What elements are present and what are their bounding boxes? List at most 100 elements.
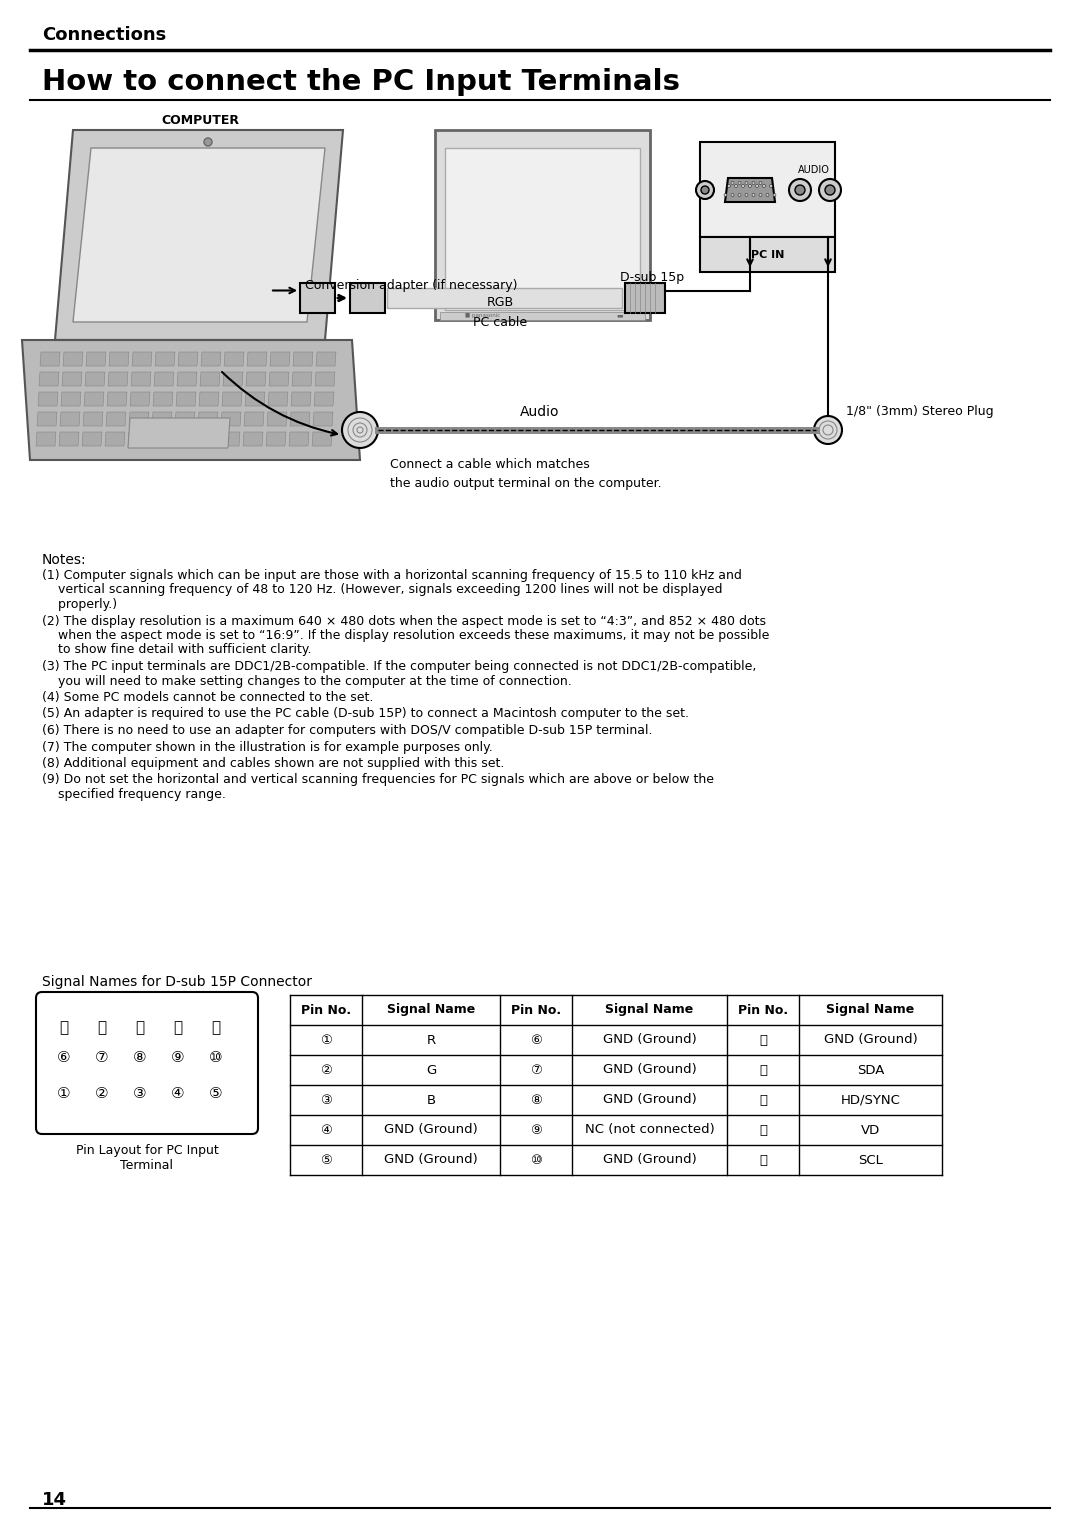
Text: GND (Ground): GND (Ground) [603, 1094, 697, 1106]
Polygon shape [222, 393, 242, 406]
Text: you will need to make setting changes to the computer at the time of connection.: you will need to make setting changes to… [42, 674, 571, 688]
Text: How to connect the PC Input Terminals: How to connect the PC Input Terminals [42, 69, 680, 96]
Text: when the aspect mode is set to “16:9”. If the display resolution exceeds these m: when the aspect mode is set to “16:9”. I… [42, 630, 769, 642]
Text: (8) Additional equipment and cables shown are not supplied with this set.: (8) Additional equipment and cables show… [42, 756, 504, 770]
Text: Pin Layout for PC Input
Terminal: Pin Layout for PC Input Terminal [76, 1144, 218, 1172]
Polygon shape [151, 432, 171, 446]
Text: (4) Some PC models cannot be connected to the set.: (4) Some PC models cannot be connected t… [42, 691, 374, 704]
Circle shape [696, 180, 714, 199]
Polygon shape [244, 413, 264, 426]
Text: B: B [427, 1094, 435, 1106]
Polygon shape [266, 432, 286, 446]
Polygon shape [152, 413, 172, 426]
Polygon shape [105, 432, 125, 446]
Bar [387, 287, 622, 309]
Polygon shape [220, 432, 240, 446]
Circle shape [756, 185, 758, 188]
Text: D-sub 15p: D-sub 15p [620, 272, 684, 284]
Text: GND (Ground): GND (Ground) [603, 1033, 697, 1047]
Polygon shape [176, 393, 195, 406]
Text: GND (Ground): GND (Ground) [384, 1154, 477, 1166]
Text: Pin No.: Pin No. [738, 1004, 788, 1016]
Text: specified frequency range.: specified frequency range. [42, 788, 226, 801]
Text: ①: ① [320, 1033, 332, 1047]
Text: ⑫: ⑫ [97, 1021, 107, 1036]
Text: ③: ③ [320, 1094, 332, 1106]
Polygon shape [36, 432, 56, 446]
Bar [700, 237, 835, 272]
Polygon shape [130, 393, 150, 406]
Polygon shape [246, 371, 266, 387]
Circle shape [342, 413, 378, 448]
Polygon shape [60, 393, 81, 406]
Text: ■ panasonic: ■ panasonic [465, 313, 500, 318]
Polygon shape [315, 371, 335, 387]
Text: ⑨: ⑨ [172, 1051, 185, 1065]
Polygon shape [153, 393, 173, 406]
Circle shape [759, 194, 762, 197]
Polygon shape [268, 393, 288, 406]
Text: ⑪: ⑪ [759, 1033, 767, 1047]
Text: SDA: SDA [856, 1063, 885, 1077]
Text: ③: ③ [133, 1085, 147, 1100]
Circle shape [795, 185, 805, 196]
Text: ⑦: ⑦ [530, 1063, 542, 1077]
Polygon shape [289, 432, 309, 446]
Bar [300, 283, 335, 313]
Polygon shape [314, 393, 334, 406]
Text: ⑩: ⑩ [210, 1051, 222, 1065]
Circle shape [773, 194, 777, 197]
FancyBboxPatch shape [36, 992, 258, 1134]
Text: R: R [427, 1033, 435, 1047]
Text: PC cable: PC cable [473, 316, 527, 330]
Polygon shape [109, 351, 129, 367]
Text: ⑥: ⑥ [57, 1051, 71, 1065]
Text: ⑧: ⑧ [133, 1051, 147, 1065]
Circle shape [825, 185, 835, 196]
Text: ⑥: ⑥ [530, 1033, 542, 1047]
Polygon shape [86, 351, 106, 367]
Polygon shape [174, 432, 194, 446]
Polygon shape [177, 371, 197, 387]
Text: Audio: Audio [521, 405, 559, 419]
Text: the audio output terminal on the computer.: the audio output terminal on the compute… [390, 477, 662, 489]
Text: ①: ① [57, 1085, 71, 1100]
Text: GND (Ground): GND (Ground) [603, 1154, 697, 1166]
Polygon shape [60, 413, 80, 426]
Text: ⑩: ⑩ [530, 1154, 542, 1166]
Polygon shape [62, 371, 82, 387]
Polygon shape [82, 432, 102, 446]
Polygon shape [131, 371, 151, 387]
Polygon shape [59, 432, 79, 446]
Text: ⑮: ⑮ [759, 1154, 767, 1166]
Text: ④: ④ [172, 1085, 185, 1100]
Text: AUDIO: AUDIO [798, 165, 831, 176]
Polygon shape [63, 351, 83, 367]
Circle shape [204, 138, 212, 147]
Circle shape [752, 194, 755, 197]
Polygon shape [245, 393, 265, 406]
Text: 1/8" (3mm) Stereo Plug: 1/8" (3mm) Stereo Plug [846, 405, 994, 419]
Polygon shape [107, 393, 127, 406]
Polygon shape [175, 413, 195, 426]
Text: Connect a cable which matches: Connect a cable which matches [390, 458, 590, 472]
Text: Pin No.: Pin No. [301, 1004, 351, 1016]
Polygon shape [55, 130, 343, 341]
Polygon shape [222, 371, 243, 387]
Polygon shape [37, 413, 57, 426]
Circle shape [738, 182, 741, 185]
Polygon shape [197, 432, 217, 446]
Polygon shape [22, 341, 360, 460]
Text: Notes:: Notes: [42, 553, 86, 567]
Text: (1) Computer signals which can be input are those with a horizontal scanning fre: (1) Computer signals which can be input … [42, 568, 742, 582]
Polygon shape [313, 413, 333, 426]
Polygon shape [132, 351, 152, 367]
Polygon shape [83, 413, 103, 426]
Text: ⑭: ⑭ [759, 1123, 767, 1137]
Polygon shape [291, 393, 311, 406]
Circle shape [731, 194, 734, 197]
Text: PC IN: PC IN [751, 249, 784, 260]
Circle shape [745, 182, 748, 185]
Polygon shape [84, 393, 104, 406]
Polygon shape [291, 413, 310, 426]
